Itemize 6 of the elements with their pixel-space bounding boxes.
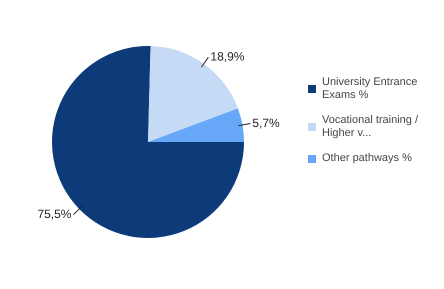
data-label: 18,9% xyxy=(210,50,245,64)
data-label: 75,5% xyxy=(37,206,72,221)
legend-label: Other pathways % xyxy=(322,152,412,165)
data-label: 5,7% xyxy=(252,116,280,130)
legend-label: University Entrance Exams % xyxy=(322,76,418,102)
legend-label: Vocational training / Higher v... xyxy=(322,114,418,140)
